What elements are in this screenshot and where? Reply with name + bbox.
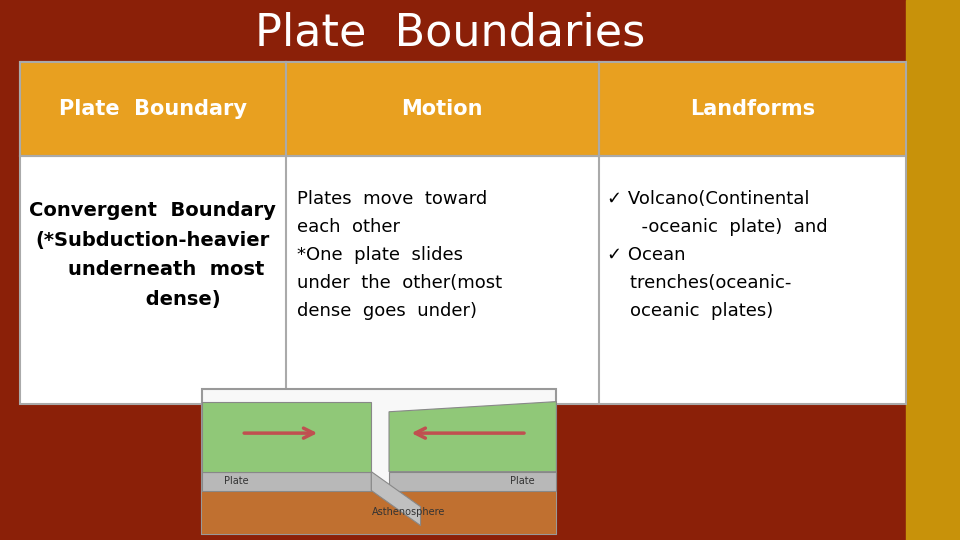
Polygon shape [202, 471, 372, 490]
Text: Plate  Boundary: Plate Boundary [59, 99, 247, 119]
Text: Motion: Motion [401, 99, 483, 119]
Text: Plate: Plate [224, 476, 249, 486]
Text: ✓ Volcano(Continental
      -oceanic  plate)  and
✓ Ocean
    trenches(oceanic-
: ✓ Volcano(Continental -oceanic plate) an… [607, 191, 828, 320]
Bar [202, 389, 557, 534]
Text: Plate: Plate [510, 476, 535, 486]
Text: Convergent  Boundary
(*Subduction-heavier
    underneath  most
         dense): Convergent Boundary (*Subduction-heavier… [30, 201, 276, 309]
Text: Landforms: Landforms [689, 99, 815, 119]
Text: Plate  Boundaries: Plate Boundaries [254, 11, 645, 55]
Bar [20, 62, 286, 156]
Polygon shape [202, 402, 372, 471]
Bar [286, 62, 599, 156]
Polygon shape [389, 471, 557, 490]
Bar [906, 0, 960, 540]
Text: Plates  move  toward
each  other
*One  plate  slides
under  the  other(most
dens: Plates move toward each other *One plate… [298, 191, 503, 320]
Text: Asthenosphere: Asthenosphere [372, 507, 445, 517]
Polygon shape [389, 402, 557, 471]
Bar [202, 490, 557, 534]
Polygon shape [372, 471, 420, 525]
Bar [599, 62, 906, 156]
Bar [20, 62, 906, 404]
